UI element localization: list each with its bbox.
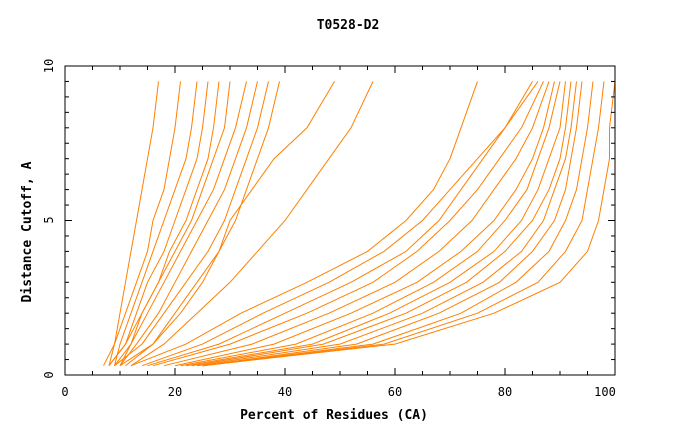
- series-line-model-26: [202, 81, 616, 367]
- series-line-model-20: [185, 81, 566, 367]
- x-axis-label: Percent of Residues (CA): [240, 408, 428, 423]
- x-axis-ticks: [64, 66, 616, 375]
- x-tick-label: 60: [388, 385, 402, 399]
- series-line-model-18: [174, 81, 555, 367]
- series-line-model-16: [152, 81, 544, 367]
- series-line-model-13: [130, 81, 478, 367]
- series-line-model-10: [125, 81, 280, 367]
- series-line-model-17: [163, 81, 550, 367]
- x-tick-label: 20: [168, 385, 182, 399]
- series-line-model-19: [180, 81, 561, 367]
- series-line-model-23: [202, 81, 583, 367]
- x-tick-label: 40: [278, 385, 292, 399]
- x-tick-label: 80: [498, 385, 512, 399]
- series-line-model-09: [114, 81, 269, 367]
- series-line-model-22: [196, 81, 577, 367]
- series-line-model-07: [114, 81, 247, 367]
- chart-title: T0528-D2: [317, 18, 380, 33]
- series-line-model-06: [108, 81, 231, 367]
- series-line-model-24: [202, 81, 594, 367]
- series-line-model-11: [119, 81, 335, 367]
- series-line-model-21: [191, 81, 572, 367]
- series-line-model-04: [108, 81, 209, 367]
- y-tick-label: 10: [42, 59, 56, 73]
- series-line-model-25: [202, 81, 605, 367]
- x-tick-label: 100: [594, 385, 616, 399]
- y-axis-ticks: [65, 65, 615, 376]
- series-line-model-05: [119, 81, 220, 366]
- series-line-model-15: [147, 81, 539, 367]
- series-line-model-01: [108, 81, 159, 366]
- series-line-model-14: [141, 81, 533, 367]
- y-axis-label: Distance Cutoff, A: [20, 161, 35, 302]
- series-line-model-12: [130, 81, 374, 367]
- x-tick-label: 0: [61, 385, 68, 399]
- series-line-model-03: [114, 81, 198, 366]
- curve-layer: [103, 81, 616, 367]
- series-line-model-08: [119, 81, 258, 367]
- y-tick-label: 0: [42, 371, 56, 378]
- series-line-model-02: [103, 81, 181, 366]
- y-tick-label: 5: [42, 216, 56, 223]
